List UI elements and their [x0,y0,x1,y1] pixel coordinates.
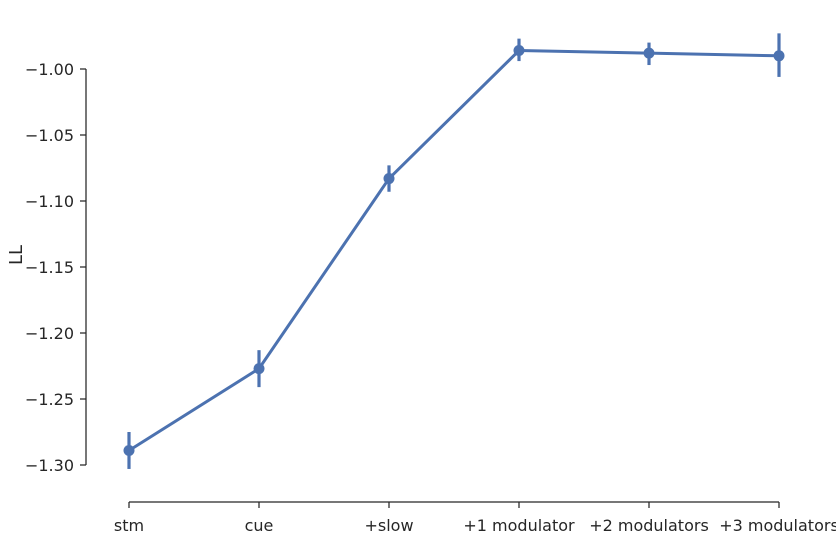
y-tick-label: −1.20 [25,324,74,343]
data-point [513,45,525,57]
y-tick-label: −1.10 [25,192,74,211]
x-tick-label: +2 modulators [589,516,709,535]
y-axis: −1.00 −1.05 −1.10 −1.15 −1.20 −1.25 −1.30 [25,60,87,475]
x-tick-label: +slow [364,516,413,535]
data-point [253,363,265,375]
x-tick-label: cue [245,516,274,535]
series-line [128,49,780,452]
data-point [643,47,655,59]
y-tick-label: −1.05 [25,126,74,145]
y-tick-label: −1.15 [25,258,74,277]
x-tick-label: +1 modulator [463,516,575,535]
y-tick-label: −1.00 [25,60,74,79]
data-point [123,444,135,456]
x-tick-label: +3 modulators [719,516,836,535]
data-point [383,173,395,185]
y-tick-label: −1.30 [25,456,74,475]
data-point [773,50,785,62]
plot-area [123,33,785,469]
x-axis: stm cue +slow +1 modulator +2 modulators +3 m… [114,501,836,535]
y-tick-label: −1.25 [25,390,74,409]
x-tick-label: stm [114,516,144,535]
y-axis-label: LL [6,245,27,265]
